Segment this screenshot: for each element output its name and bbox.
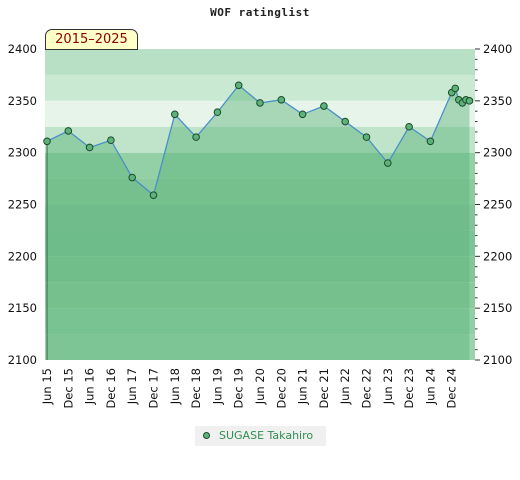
y-tick-label: 2100	[8, 353, 37, 367]
y-tick-label: 2250	[8, 198, 37, 212]
x-tick-label: Jun 20	[253, 368, 267, 405]
data-point	[43, 137, 51, 146]
x-tick-label: Jun 15	[40, 368, 54, 405]
x-tick-label: Dec 19	[232, 368, 246, 409]
background-band	[45, 178, 475, 205]
x-tick-label: Dec 20	[274, 368, 288, 409]
x-tick-label: Jun 19	[210, 368, 224, 405]
data-point	[128, 173, 136, 182]
x-tick-label: Jun 16	[83, 368, 97, 405]
data-point	[192, 133, 200, 141]
x-tick-label: Jun 23	[381, 368, 395, 405]
y-tick-label: 2200	[8, 249, 37, 263]
legend-marker	[203, 432, 210, 439]
y-tick-label-right: 2100	[483, 353, 512, 367]
chart-title: WOF ratinglist	[210, 6, 310, 19]
data-point	[298, 110, 307, 119]
background-band	[45, 256, 475, 283]
x-tick-label: Jun 21	[296, 368, 310, 405]
data-point	[362, 133, 371, 141]
background-band	[45, 282, 475, 309]
series-area	[47, 85, 470, 361]
x-tick-label: Dec 18	[189, 368, 203, 409]
x-tick-label: Jun 22	[338, 368, 352, 405]
x-tick-label: Jun 18	[168, 368, 182, 405]
data-point	[405, 122, 413, 131]
x-tick-label: Dec 24	[445, 368, 459, 409]
x-tick-label: Dec 23	[402, 368, 416, 409]
y-tick-label-right: 2250	[483, 198, 512, 212]
data-point	[171, 110, 179, 119]
data-point	[320, 102, 328, 110]
data-point	[426, 137, 435, 146]
data-point	[465, 97, 474, 105]
y-tick-label-right: 2300	[483, 146, 512, 160]
x-tick-label: Dec 21	[317, 368, 331, 409]
legend: SUGASE Takahiro	[195, 426, 326, 446]
period-badge: 2015–2025	[45, 29, 138, 50]
y-tick-label: 2400	[8, 42, 37, 56]
y-tick-label-right: 2200	[483, 249, 512, 263]
x-tick-label: Dec 22	[360, 368, 374, 409]
y-tick-label-right: 2400	[483, 42, 512, 56]
background-band	[45, 204, 475, 231]
data-point	[451, 84, 460, 93]
x-tick-label: Jun 24	[423, 368, 437, 405]
x-tick-label: Dec 16	[104, 368, 118, 409]
y-tick-label: 2350	[8, 94, 37, 108]
background-band	[45, 334, 475, 360]
x-tick-label: Dec 15	[61, 368, 75, 409]
y-tick-label-right: 2150	[483, 301, 512, 315]
x-tick-label: Jun 17	[125, 368, 139, 405]
data-point	[149, 191, 158, 199]
data-point	[277, 95, 286, 104]
background-band	[45, 126, 475, 153]
y-tick-label: 2150	[8, 301, 37, 315]
x-tick-label: Dec 17	[147, 368, 161, 409]
background-band	[45, 49, 475, 75]
data-point	[384, 159, 392, 167]
data-point	[256, 99, 264, 107]
background-band	[45, 230, 475, 257]
data-point	[213, 108, 222, 117]
background-band	[45, 74, 475, 101]
data-point	[341, 117, 350, 126]
background-band	[45, 308, 475, 335]
data-point	[107, 136, 115, 145]
data-point	[85, 143, 94, 152]
legend-label-series: SUGASE Takahiro	[219, 429, 314, 442]
y-tick-label-right: 2350	[483, 94, 512, 108]
data-point	[64, 127, 73, 135]
background-band	[45, 152, 475, 179]
y-tick-label: 2300	[8, 146, 37, 160]
data-point	[234, 81, 243, 90]
